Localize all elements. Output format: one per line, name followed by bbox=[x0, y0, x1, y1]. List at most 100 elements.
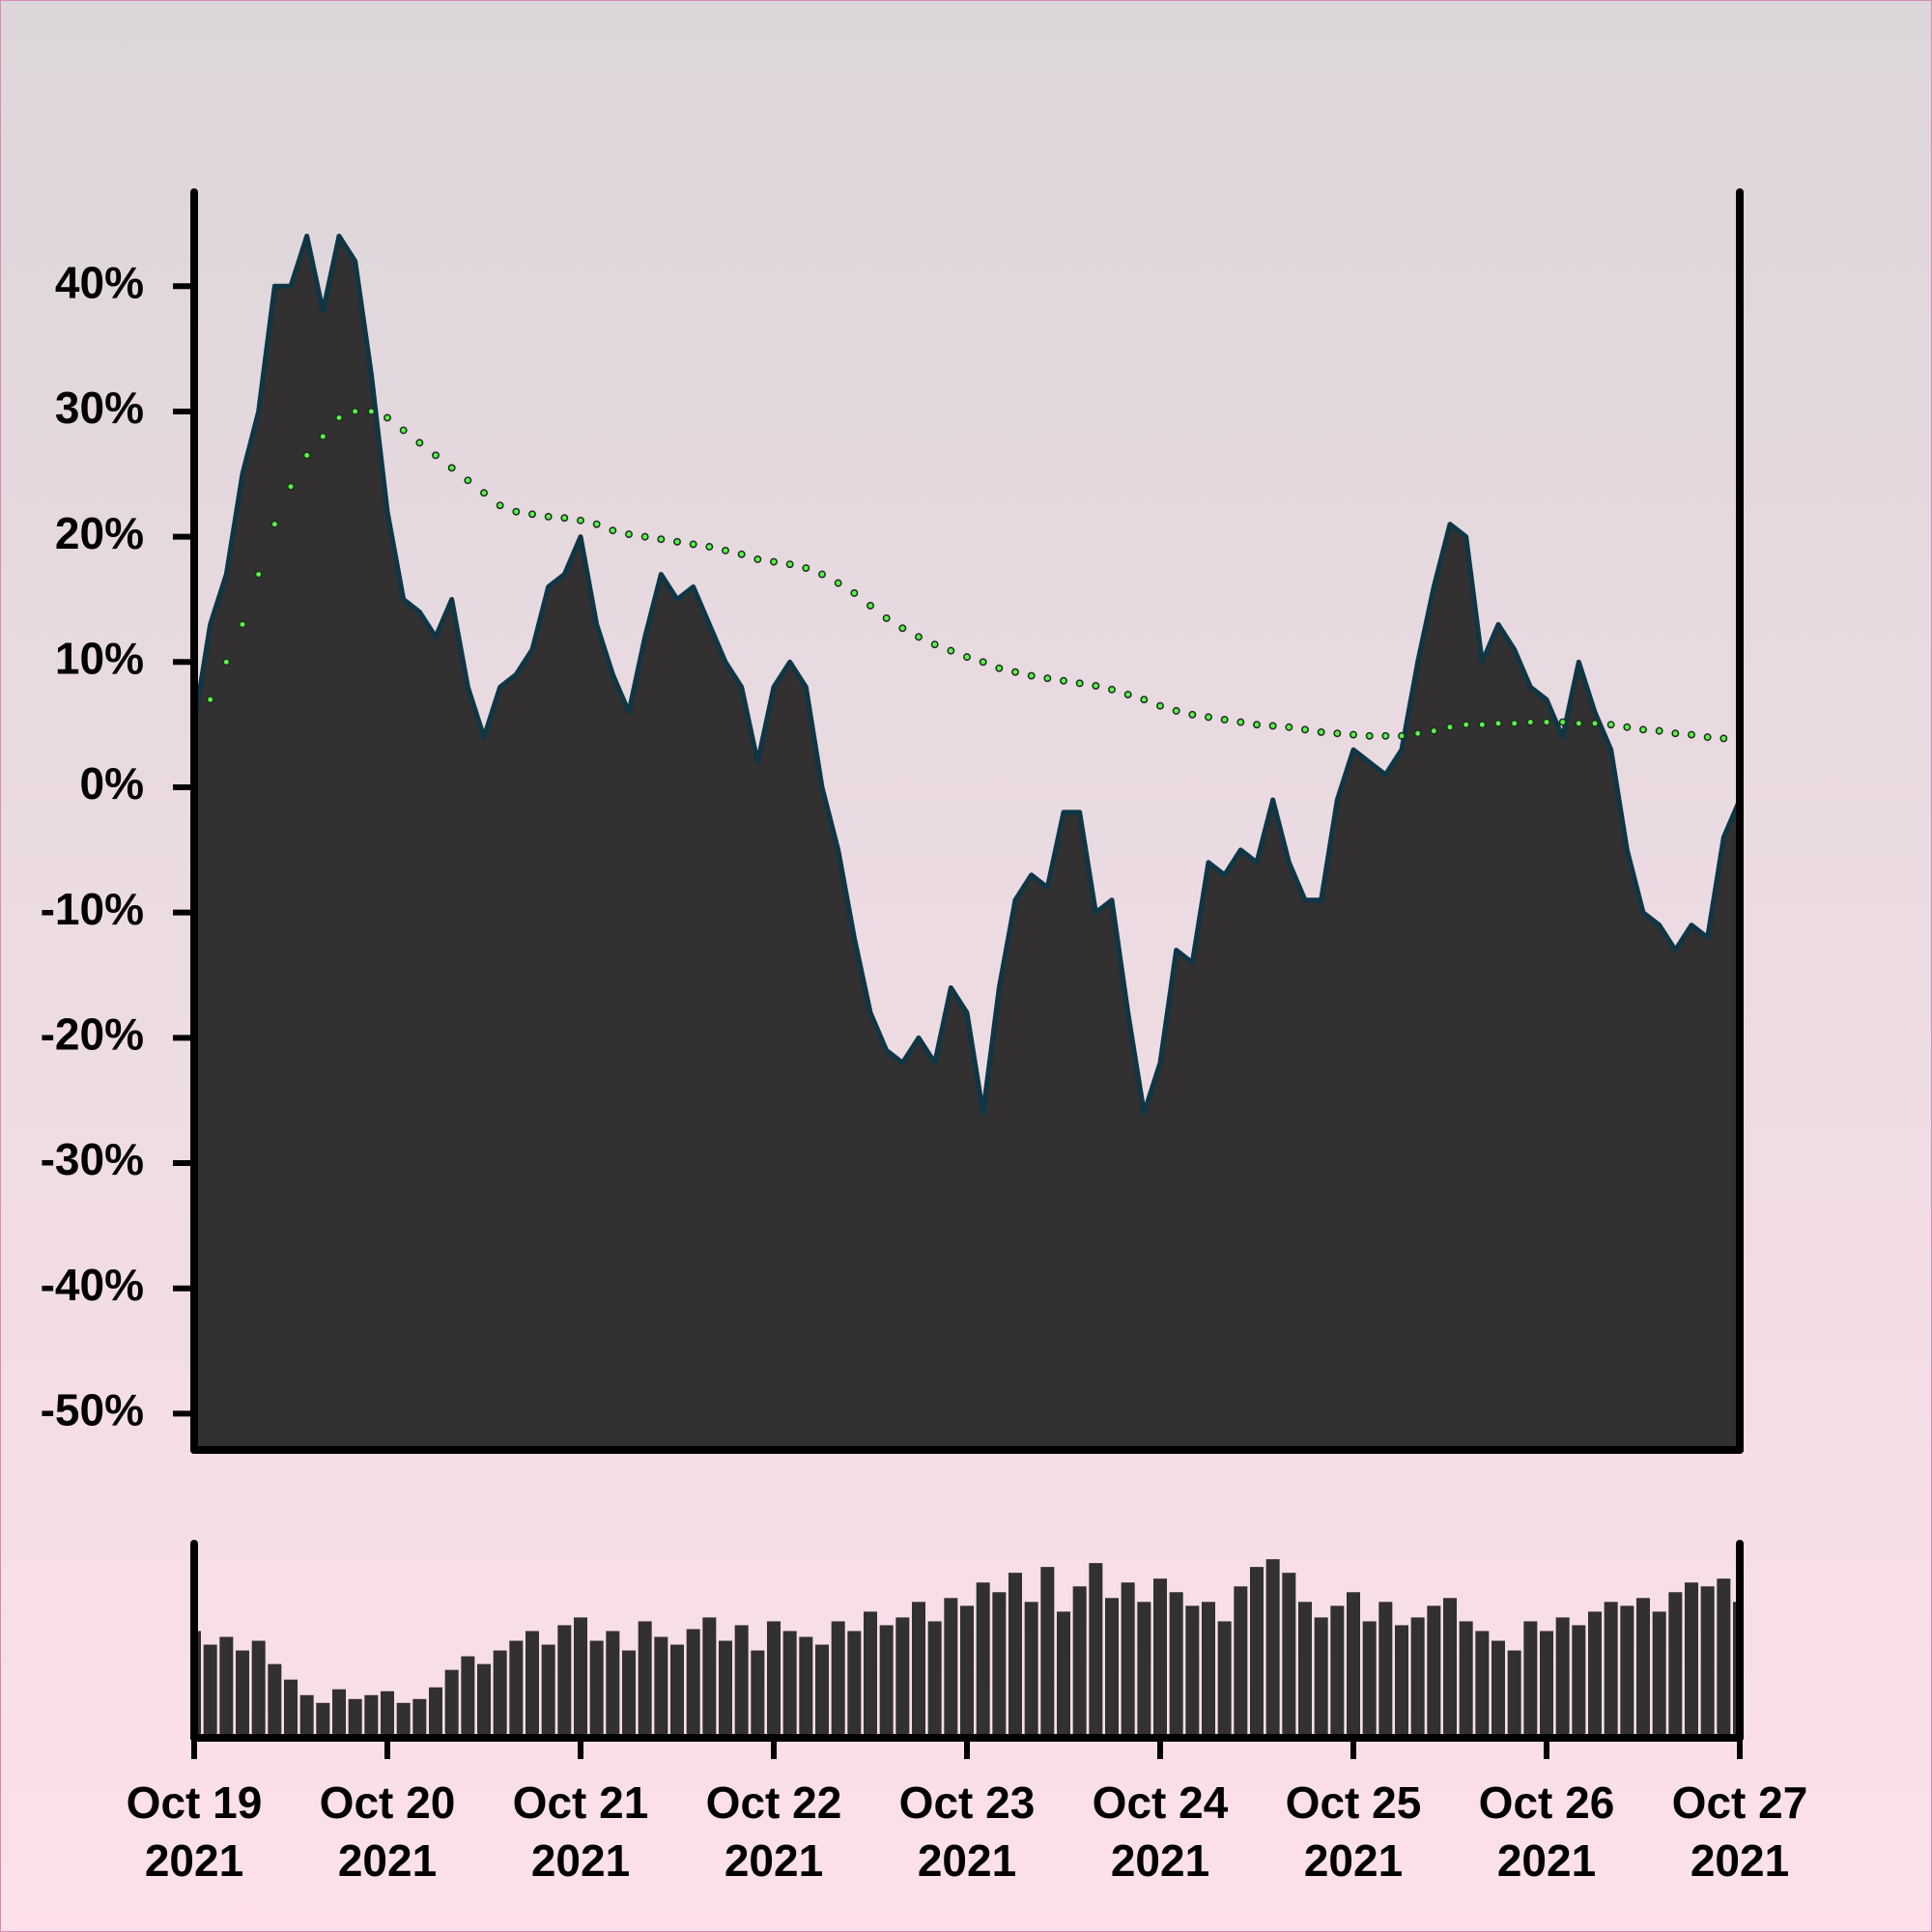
line-dot bbox=[1075, 679, 1084, 688]
line-dot bbox=[1398, 731, 1406, 740]
line-dot bbox=[1575, 719, 1583, 727]
volume-bar bbox=[236, 1650, 249, 1738]
volume-bar bbox=[992, 1592, 1007, 1738]
volume-bar bbox=[734, 1625, 749, 1738]
y-tick-label: 20% bbox=[55, 508, 144, 558]
line-dot bbox=[867, 601, 874, 610]
y-tick-label: -30% bbox=[41, 1134, 144, 1184]
line-dot bbox=[399, 426, 408, 435]
volume-bar bbox=[429, 1687, 442, 1738]
volume-bar bbox=[670, 1644, 684, 1738]
line-dot bbox=[319, 432, 327, 440]
x-tick-label: Oct 22 2021 bbox=[705, 1777, 842, 1886]
volume-bar bbox=[895, 1617, 910, 1738]
line-dot bbox=[1510, 719, 1519, 727]
axes: -50% -40% -30% -20% -10% 0% 10% 20% 30% 40% bbox=[41, 188, 1744, 1759]
x-tick-label: Oct 23 2021 bbox=[898, 1777, 1036, 1886]
volume-bar bbox=[960, 1605, 974, 1738]
volume-bar bbox=[1089, 1563, 1103, 1738]
line-dot bbox=[995, 664, 1004, 672]
volume-bar bbox=[1459, 1621, 1473, 1738]
line-dot bbox=[447, 464, 456, 472]
volume-bar bbox=[927, 1621, 942, 1738]
y-tick-label: -40% bbox=[41, 1260, 144, 1310]
line-dot bbox=[384, 413, 391, 422]
line-dot bbox=[1108, 685, 1116, 694]
line-dot bbox=[222, 658, 231, 667]
volume-bar bbox=[1395, 1625, 1408, 1738]
line-dot bbox=[673, 537, 681, 546]
volume-bar bbox=[1137, 1602, 1151, 1738]
line-dot bbox=[544, 512, 553, 521]
line-dot bbox=[640, 532, 649, 541]
line-dot bbox=[1092, 681, 1100, 690]
main-plot bbox=[194, 233, 1740, 1450]
line-dot bbox=[1446, 723, 1454, 731]
line-dot bbox=[1543, 718, 1550, 726]
volume-bar bbox=[815, 1644, 829, 1738]
line-dot bbox=[270, 520, 279, 528]
volume-bar bbox=[1475, 1631, 1490, 1738]
volume-bar bbox=[1685, 1582, 1698, 1738]
volume-bar bbox=[444, 1669, 459, 1738]
volume-plot bbox=[194, 1559, 1740, 1738]
volume-bar bbox=[1427, 1605, 1441, 1738]
line-dot bbox=[464, 476, 472, 485]
volume-bar bbox=[944, 1598, 958, 1738]
line-dot bbox=[1350, 730, 1357, 739]
volume-bar bbox=[1314, 1617, 1328, 1738]
volume-bar bbox=[1330, 1605, 1345, 1738]
line-dot bbox=[335, 413, 343, 422]
line-dot bbox=[1526, 718, 1535, 726]
volume-bar bbox=[1105, 1598, 1119, 1738]
volume-bar bbox=[557, 1625, 572, 1738]
area bbox=[194, 236, 1740, 1450]
volume-bar bbox=[702, 1617, 717, 1738]
y-tick-label: -20% bbox=[41, 1009, 144, 1060]
volume-bar bbox=[1572, 1625, 1586, 1738]
volume-bar bbox=[1024, 1602, 1038, 1738]
volume-bar bbox=[1604, 1602, 1618, 1738]
volume-bar bbox=[299, 1694, 314, 1738]
y-tick-label: 10% bbox=[55, 633, 144, 683]
volume-bar bbox=[864, 1611, 877, 1738]
line-dot bbox=[625, 530, 633, 538]
volume-bar bbox=[219, 1636, 234, 1738]
line-dot bbox=[415, 439, 424, 447]
line-dot bbox=[302, 451, 311, 460]
line-dot bbox=[785, 560, 794, 569]
line-dot bbox=[1671, 729, 1680, 738]
volume-bar bbox=[1217, 1621, 1232, 1738]
line-dot bbox=[1462, 721, 1470, 729]
volume-bar bbox=[1588, 1611, 1602, 1738]
line-dot bbox=[705, 543, 714, 551]
volume-bar bbox=[1040, 1567, 1055, 1738]
volume-bar bbox=[751, 1650, 765, 1738]
line-dot bbox=[850, 589, 859, 597]
volume-bar bbox=[1265, 1559, 1280, 1738]
volume-bar bbox=[719, 1640, 732, 1738]
line-dot bbox=[1413, 729, 1422, 738]
line-dot bbox=[818, 570, 826, 579]
line-dot bbox=[915, 633, 923, 641]
line-dot bbox=[947, 646, 955, 655]
volume-bar bbox=[1620, 1605, 1634, 1738]
volume-bar bbox=[1492, 1640, 1505, 1738]
area-outline bbox=[194, 233, 1740, 1116]
y-tick-label: -10% bbox=[41, 884, 144, 934]
volume-bar bbox=[1169, 1592, 1183, 1738]
line-dot bbox=[1205, 713, 1212, 722]
line-dot bbox=[1703, 733, 1712, 742]
volume-bar bbox=[477, 1663, 491, 1738]
line-dot bbox=[1285, 723, 1293, 731]
line-dot bbox=[1478, 721, 1487, 729]
volume-bar bbox=[1153, 1578, 1167, 1738]
line-dot bbox=[1253, 721, 1261, 729]
line-dot bbox=[1268, 722, 1277, 730]
line-dot bbox=[737, 550, 746, 558]
volume-bar bbox=[396, 1702, 411, 1738]
volume-bar bbox=[1362, 1621, 1377, 1738]
line-dot bbox=[753, 555, 762, 563]
volume-bar bbox=[574, 1617, 587, 1738]
line-dot bbox=[1639, 725, 1647, 734]
